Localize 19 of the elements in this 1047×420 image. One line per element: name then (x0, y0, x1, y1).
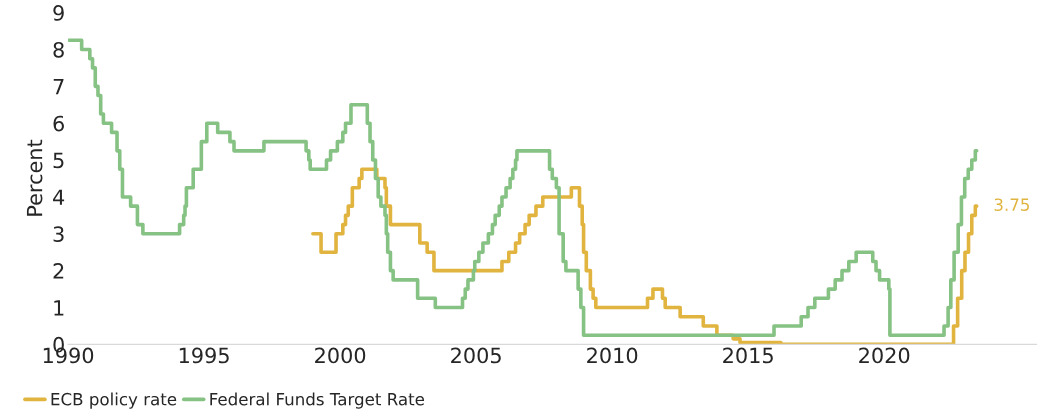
y-tick-label: 7 (53, 79, 64, 95)
y-tick-label: 5 (53, 152, 64, 169)
y-tick-label: 3 (53, 226, 64, 243)
annotation: 3.75 (994, 198, 1029, 211)
y-tick-label: 9 (53, 5, 64, 21)
y-tick-label: 8 (53, 41, 64, 58)
x-tick-label: 2020 (859, 347, 910, 364)
x-tick-label: 2000 (315, 347, 366, 364)
legend-label: ECB policy rate (51, 392, 177, 409)
x-tick-label: 1995 (179, 347, 229, 364)
y-tick-label: 2 (53, 263, 64, 279)
x-tick-label: 2015 (723, 347, 773, 364)
y-tick-label: 6 (53, 115, 64, 132)
y-axis-title: Percent (26, 139, 43, 216)
x-tick-label: 2005 (451, 347, 501, 364)
legend-label: Federal Funds Target Rate (210, 392, 425, 409)
y-tick-label: 4 (53, 189, 65, 205)
x-tick-label: 2010 (587, 347, 638, 364)
y-tick-label: 1 (54, 300, 64, 316)
